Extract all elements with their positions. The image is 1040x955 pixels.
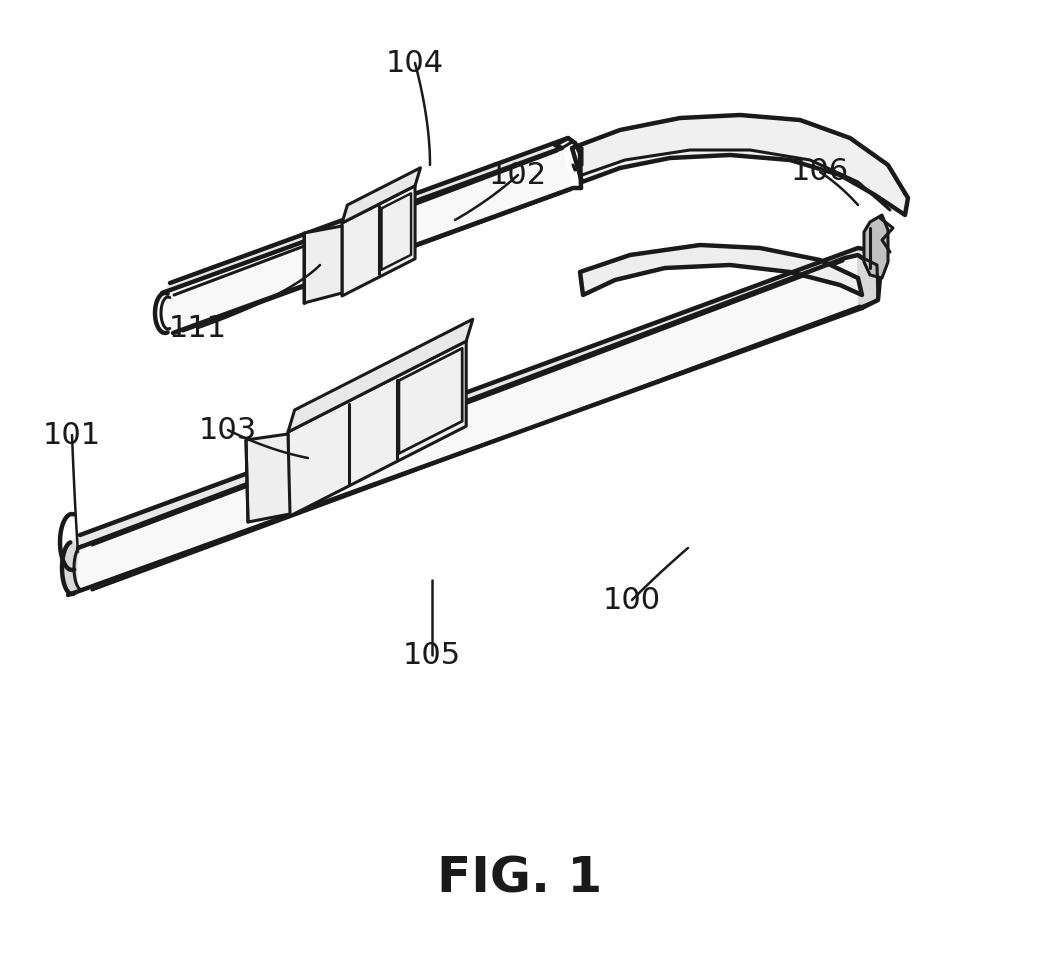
Polygon shape bbox=[572, 115, 908, 215]
Text: 102: 102 bbox=[489, 160, 547, 189]
Polygon shape bbox=[60, 540, 78, 595]
Polygon shape bbox=[342, 186, 415, 296]
Text: FIG. 1: FIG. 1 bbox=[438, 854, 602, 902]
Polygon shape bbox=[342, 168, 420, 223]
Text: 103: 103 bbox=[199, 415, 257, 444]
Polygon shape bbox=[288, 341, 466, 517]
Text: 111: 111 bbox=[168, 313, 227, 343]
Polygon shape bbox=[580, 245, 862, 295]
Polygon shape bbox=[864, 215, 888, 278]
Polygon shape bbox=[77, 255, 880, 595]
Text: 104: 104 bbox=[386, 49, 444, 77]
Polygon shape bbox=[555, 138, 568, 148]
Polygon shape bbox=[162, 148, 573, 333]
Polygon shape bbox=[304, 226, 342, 303]
Polygon shape bbox=[162, 138, 568, 293]
Text: 100: 100 bbox=[603, 585, 661, 614]
Polygon shape bbox=[288, 319, 473, 432]
Text: 101: 101 bbox=[43, 420, 101, 450]
Text: 105: 105 bbox=[402, 641, 461, 669]
Text: 106: 106 bbox=[791, 158, 849, 186]
Polygon shape bbox=[72, 248, 870, 548]
Polygon shape bbox=[246, 434, 290, 522]
Polygon shape bbox=[857, 255, 878, 308]
